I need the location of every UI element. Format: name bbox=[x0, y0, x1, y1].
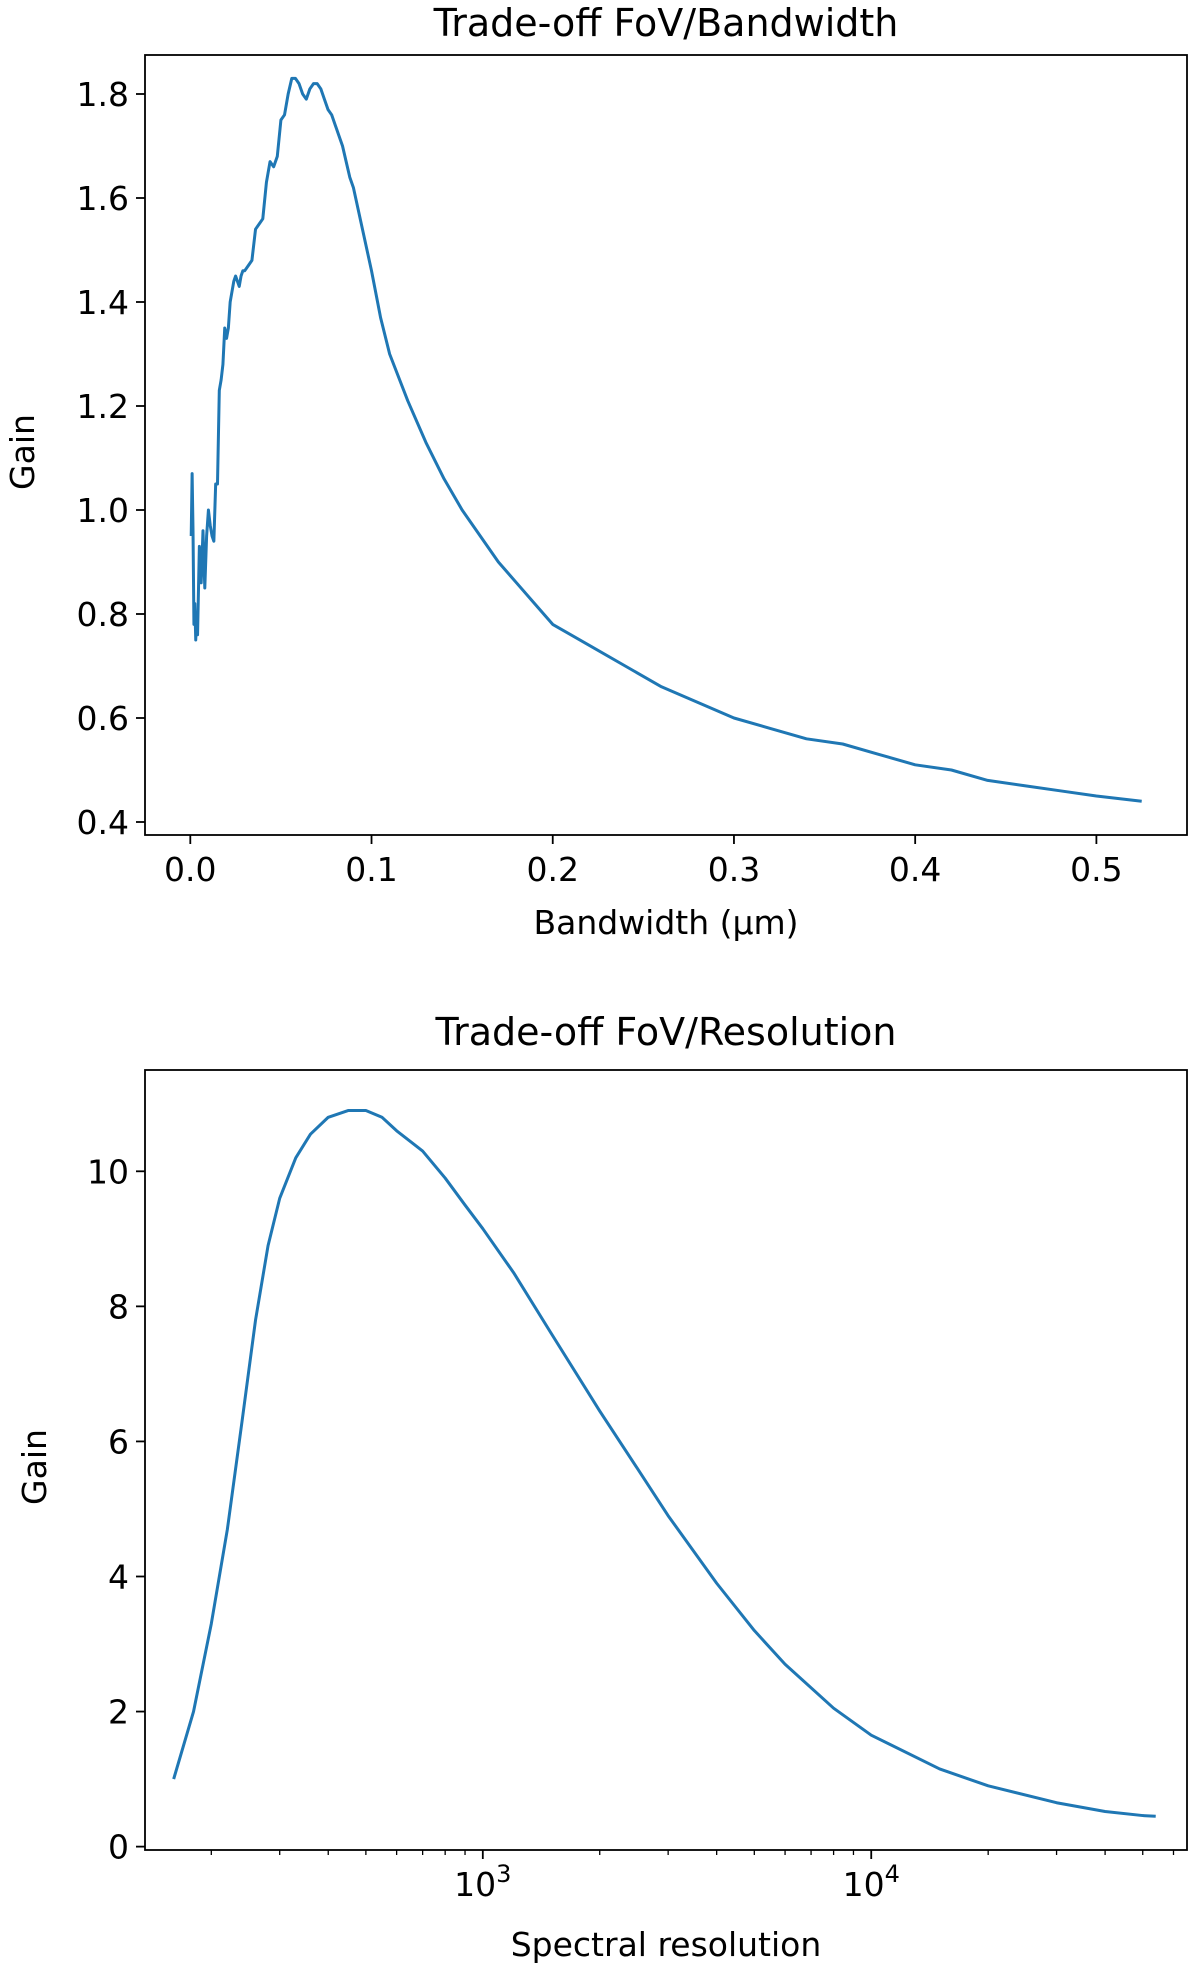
y-tick-label: 4 bbox=[108, 1557, 129, 1596]
x-tick-label: 104 bbox=[843, 1860, 900, 1904]
x-tick-label: 0.2 bbox=[526, 850, 578, 889]
y-tick-label: 0 bbox=[108, 1828, 129, 1867]
y-tick-label: 1.4 bbox=[77, 283, 129, 322]
y-tick-label: 6 bbox=[108, 1422, 129, 1461]
x-tick-label: 0.4 bbox=[889, 850, 941, 889]
chart-resolution: Trade-off FoV/Resolution Spectral resolu… bbox=[15, 1010, 1188, 1964]
axis-ticks: 0.4 0.6 0.8 1.0 1.2 1.4 1.6 1.8 0.0 0.1 0.2 0.3 0.4 0… bbox=[77, 75, 1123, 889]
chart-title: Trade-off FoV/Resolution bbox=[434, 1010, 896, 1054]
y-tick-label: 1.6 bbox=[77, 179, 129, 218]
y-tick-label: 0.8 bbox=[77, 595, 129, 634]
x-tick-label: 0.1 bbox=[345, 850, 397, 889]
y-tick-label: 2 bbox=[108, 1693, 129, 1732]
y-tick-label: 1.2 bbox=[77, 387, 129, 426]
plot-frame bbox=[144, 1069, 1188, 1851]
y-tick-label: 0.6 bbox=[77, 699, 129, 738]
y-tick-label: 8 bbox=[108, 1287, 129, 1326]
series-line bbox=[172, 1109, 1156, 1818]
x-tick-label: 0.5 bbox=[1070, 850, 1122, 889]
x-tick-label: 0.0 bbox=[164, 850, 216, 889]
y-tick-label: 10 bbox=[87, 1152, 129, 1191]
chart-title: Trade-off FoV/Bandwidth bbox=[433, 1, 899, 45]
x-axis-label: Spectral resolution bbox=[511, 1925, 822, 1964]
x-tick-label: 103 bbox=[454, 1860, 511, 1904]
plot-frame bbox=[144, 54, 1188, 836]
series-line bbox=[189, 76, 1142, 803]
chart-bandwidth: Trade-off FoV/Bandwidth Bandwidth (µm) G… bbox=[3, 1, 1188, 942]
y-tick-label: 0.4 bbox=[77, 803, 129, 842]
axis-ticks: 0 2 4 6 8 10 103 104 bbox=[87, 1152, 1175, 1904]
y-tick-label: 1.8 bbox=[77, 75, 129, 114]
y-axis-label: Gain bbox=[3, 414, 42, 490]
x-tick-label: 0.3 bbox=[708, 850, 760, 889]
x-axis-label: Bandwidth (µm) bbox=[533, 903, 798, 942]
y-tick-label: 1.0 bbox=[77, 491, 129, 530]
y-axis-label: Gain bbox=[15, 1429, 54, 1505]
